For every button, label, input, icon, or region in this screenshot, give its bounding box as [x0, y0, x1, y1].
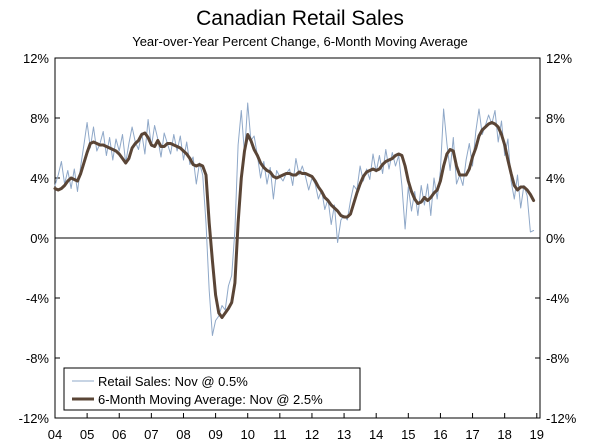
y-tick-label-left: -8% — [26, 351, 50, 366]
legend: Retail Sales: Nov @ 0.5% 6-Month Moving A… — [63, 367, 361, 411]
y-tick-label-right: -4% — [546, 291, 570, 306]
x-tick-label: 19 — [530, 427, 544, 442]
y-tick-label-right: 0% — [546, 231, 565, 246]
y-tick-label-left: 8% — [30, 111, 49, 126]
y-tick-label-right: -12% — [546, 411, 577, 426]
plot-area: -12% -12% -8% -8% -4% -4% 0% 0% 4% 4% 8% 8% 12% 12% 04… — [19, 51, 577, 442]
chart-subtitle: Year-over-Year Percent Change, 6-Month M… — [132, 34, 468, 49]
x-tick-label: 08 — [176, 427, 190, 442]
series-line-moving-average — [53, 121, 536, 319]
x-tick-label: 07 — [144, 427, 158, 442]
x-tick-label: 18 — [497, 427, 511, 442]
legend-label-retail-sales: Retail Sales: Nov @ 0.5% — [98, 374, 248, 389]
chart-title: Canadian Retail Sales — [196, 7, 404, 30]
y-tick-label-right: -8% — [546, 351, 570, 366]
x-tick-label: 10 — [240, 427, 254, 442]
series-line-retail-sales — [54, 102, 535, 336]
x-tick-label: 17 — [465, 427, 479, 442]
y-tick-label-left: 0% — [30, 231, 49, 246]
x-tick-label: 15 — [401, 427, 415, 442]
x-tick-label: 12 — [305, 427, 319, 442]
y-tick-label-left: 12% — [23, 51, 49, 66]
x-tick-label: 14 — [369, 427, 383, 442]
x-tick-label: 11 — [273, 427, 287, 442]
y-tick-label-right: 12% — [546, 51, 572, 66]
y-tick-label-right: 4% — [546, 171, 565, 186]
legend-box — [63, 367, 361, 411]
y-tick-label-right: 8% — [546, 111, 565, 126]
legend-label-moving-average: 6-Month Moving Average: Nov @ 2.5% — [98, 392, 323, 407]
x-tick-label: 16 — [433, 427, 447, 442]
y-tick-label-left: -4% — [26, 291, 50, 306]
x-tick-label: 13 — [337, 427, 351, 442]
x-tick-label: 09 — [208, 427, 222, 442]
x-tick-label: 05 — [80, 427, 94, 442]
x-tick-label: 04 — [48, 427, 62, 442]
y-tick-label-left: 4% — [30, 171, 49, 186]
x-tick-label: 06 — [112, 427, 126, 442]
y-tick-label-left: -12% — [19, 411, 50, 426]
